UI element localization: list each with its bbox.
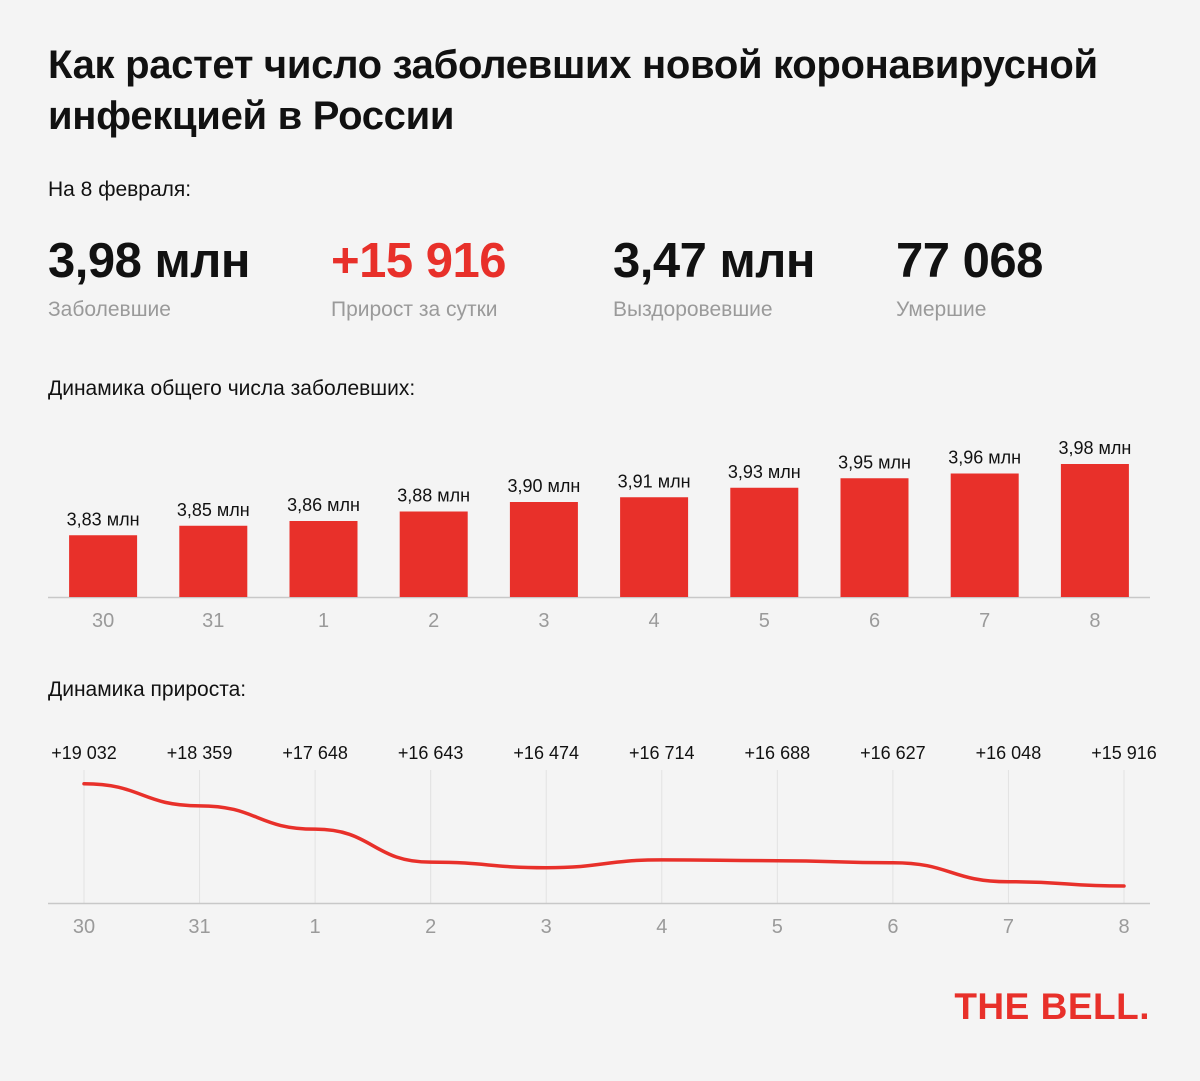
bar-tick-label: 3 [538,610,549,632]
bar-tick-label: 1 [318,610,329,632]
line-tick-label: 3 [541,916,552,938]
stat-label: Прирост за сутки [331,298,498,321]
bar [69,535,138,597]
line-tick-label: 4 [656,916,667,938]
bar [950,473,1019,597]
stat-cases: 3,98 млн Заболевшие [48,232,250,322]
bar-tick-label: 30 [92,610,114,632]
stat-label: Умершие [896,298,987,321]
bar-data-label: 3,95 млн [838,452,911,472]
the-bell-logo: THE BELL. [954,986,1150,1027]
stat-value: 77 068 [896,234,1043,288]
line-chart-title: Динамика прироста: [48,678,247,701]
bar [399,511,468,597]
stat-value: +15 916 [331,234,507,288]
line-data-label: +16 048 [976,743,1042,763]
bar [840,478,909,597]
stat-daily-increase: +15 916 Прирост за сутки [331,232,507,322]
line-data-label: +15 916 [1091,743,1157,763]
bar-chart: 3,83 млн 30 3,85 млн 31 3,86 млн 1 3,88 млн 2 3,… [48,438,1150,632]
line-tick-label: 2 [425,916,436,938]
bar-data-label: 3,98 млн [1058,438,1131,458]
stat-deaths: 77 068 Умершие [896,232,1043,322]
bar [620,497,689,597]
bar-tick-label: 8 [1089,610,1100,632]
line-tick-label: 1 [310,916,321,938]
line-tick-label: 5 [772,916,783,938]
bar-data-label: 3,90 млн [507,476,580,496]
bar-data-label: 3,88 млн [397,486,470,506]
line-data-label: +19 032 [51,743,117,763]
stat-value: 3,47 млн [613,234,815,288]
bar-data-label: 3,86 млн [287,495,360,515]
line-data-label: +16 474 [513,743,579,763]
bar-tick-label: 4 [649,610,660,632]
line-data-label: +16 688 [745,743,811,763]
bar-tick-label: 2 [428,610,439,632]
increase-series-line [82,781,1126,888]
line-chart: +19 032 30 +18 359 31 +17 648 1 +16 643 2 +16 47… [48,743,1157,938]
bar [509,502,578,597]
page-title: Как растет число заболевших новой корона… [48,43,1098,138]
bar-data-label: 3,85 млн [177,500,250,520]
bar-tick-label: 7 [979,610,990,632]
stat-label: Заболевшие [48,298,171,321]
line-tick-label: 31 [188,916,210,938]
stat-recovered: 3,47 млн Выздоровевшие [613,232,815,322]
line-data-label: +17 648 [282,743,348,763]
bar-data-label: 3,96 млн [948,448,1021,468]
bar-data-label: 3,83 млн [67,509,140,529]
bar-data-label: 3,91 млн [618,471,691,491]
line-tick-label: 8 [1118,916,1129,938]
line-data-label: +16 714 [629,743,695,763]
line-tick-label: 6 [887,916,898,938]
line-data-label: +16 643 [398,743,464,763]
bar [289,521,358,597]
bar [1060,464,1129,597]
bar [730,487,799,597]
line-tick-label: 7 [1003,916,1014,938]
bar-tick-label: 5 [759,610,770,632]
bar-tick-label: 6 [869,610,880,632]
stat-label: Выздоровевшие [613,298,773,321]
date-label: На 8 февраля: [48,178,192,201]
bar-tick-label: 31 [202,610,224,632]
line-tick-label: 30 [73,916,95,938]
bar-data-label: 3,93 млн [728,462,801,482]
line-data-label: +16 627 [860,743,926,763]
bar-chart-title: Динамика общего числа заболевших: [48,377,416,400]
stat-value: 3,98 млн [48,234,250,288]
line-data-label: +18 359 [167,743,233,763]
bar [179,525,248,597]
